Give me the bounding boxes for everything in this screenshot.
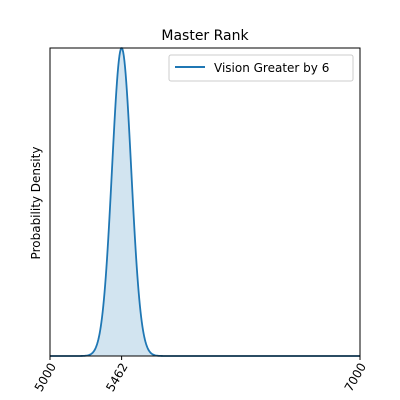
legend-box (168, 54, 354, 82)
legend: Vision Greater by 6 (168, 54, 354, 82)
density-fill (50, 48, 360, 356)
x-tick-label: 5000 (32, 361, 59, 394)
chart-title: Master Rank (161, 28, 249, 44)
plot-area (50, 47, 360, 357)
density-line (50, 47, 360, 357)
x-tick-label: 7000 (342, 361, 369, 394)
axes-frame (49, 47, 361, 357)
legend-label: Vision Greater by 6 (214, 61, 329, 75)
x-tick-label: 5462 (103, 361, 130, 394)
x-axis-ticks: 5000 5462 7000 (32, 356, 369, 394)
y-axis-label: Probability Density (29, 147, 43, 260)
